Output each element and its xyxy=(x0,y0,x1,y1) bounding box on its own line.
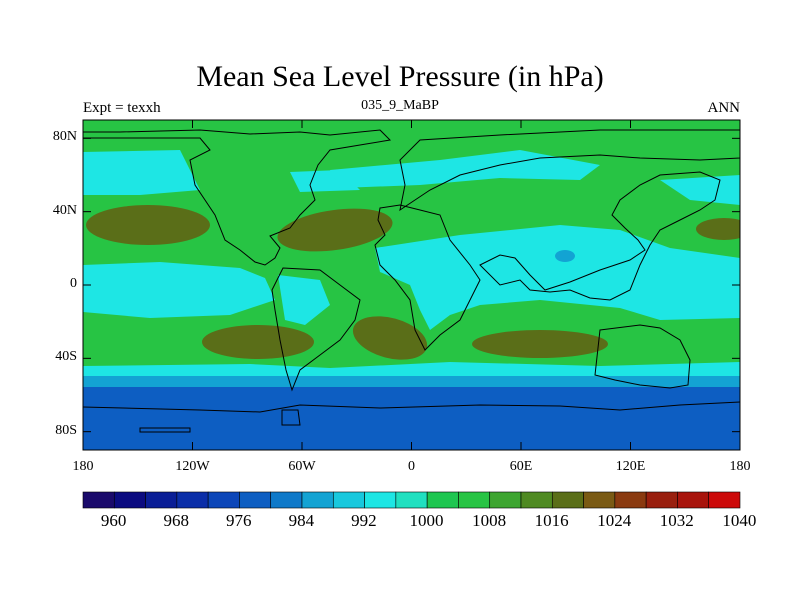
colorbar xyxy=(82,491,741,509)
coastlines xyxy=(83,129,740,433)
colorbar-swatch xyxy=(113,491,146,509)
colorbar-label: 1024 xyxy=(597,511,632,530)
colorbar-label: 1032 xyxy=(659,511,694,530)
x-tick-label: 120E xyxy=(615,459,646,474)
x-tick-label: 180 xyxy=(72,459,94,474)
field-north-pacific-high xyxy=(86,205,210,245)
colorbar-swatch xyxy=(520,491,553,509)
colorbar-swatch xyxy=(426,491,459,509)
field-south-pacific-high xyxy=(202,325,314,359)
colorbar-label: 960 xyxy=(100,511,127,530)
colorbar-label: 984 xyxy=(288,511,315,530)
map-title: Mean Sea Level Pressure (in hPa) xyxy=(196,60,604,93)
experiment-label: Expt = texxh xyxy=(83,100,161,116)
colorbar-swatch xyxy=(677,491,710,509)
field-south-atlantic-high xyxy=(352,316,428,360)
y-tick-label: 80N xyxy=(52,129,77,145)
x-tick-label: 120W xyxy=(175,459,210,474)
colorbar-label: 1000 xyxy=(409,511,444,530)
colorbar-swatch xyxy=(145,491,178,509)
colorbar-swatch xyxy=(82,491,115,509)
field-north-pacific-east-high xyxy=(696,218,740,240)
x-tick-label: 60E xyxy=(509,459,533,474)
field-north-pacific-low xyxy=(83,150,200,195)
field-north-atlantic-high xyxy=(277,208,393,252)
colorbar-swatch xyxy=(489,491,522,509)
colorbar-swatch xyxy=(395,491,428,509)
colorbar-label: 976 xyxy=(226,511,252,530)
field-subpolar-lightblue xyxy=(83,373,740,387)
field-subpolar-cyan xyxy=(83,362,740,376)
y-tick-label: 40S xyxy=(55,349,77,365)
colorbar-swatch xyxy=(583,491,616,509)
axis-ticks xyxy=(82,120,741,450)
field-tropical-indian xyxy=(375,225,740,330)
field-southern-ocean-band xyxy=(83,382,740,450)
period-label: 035_9_MaBP xyxy=(361,98,439,113)
colorbar-swatch xyxy=(332,491,365,509)
colorbar-swatch xyxy=(708,491,741,509)
colorbar-swatch xyxy=(364,491,397,509)
colorbar-swatch xyxy=(458,491,491,509)
colorbar-label: 1008 xyxy=(472,511,507,530)
y-tick-label: 40N xyxy=(52,202,77,218)
colorbar-swatch xyxy=(614,491,647,509)
colorbar-swatch xyxy=(270,491,303,509)
colorbar-swatch xyxy=(207,491,240,509)
x-tick-label: 0 xyxy=(408,459,415,474)
field-east-asia-low xyxy=(660,175,740,205)
colorbar-label: 1040 xyxy=(722,511,757,530)
y-tick-label: 0 xyxy=(70,276,77,291)
season-label: ANN xyxy=(707,100,741,116)
y-tick-label: 80S xyxy=(55,422,77,438)
colorbar-swatch xyxy=(176,491,209,509)
colorbar-swatch xyxy=(239,491,272,509)
x-tick-label: 60W xyxy=(288,459,316,474)
field-south-indian-high xyxy=(472,330,608,358)
colorbar-label: 1016 xyxy=(534,511,569,530)
colorbar-swatch xyxy=(645,491,678,509)
field-south-america-low xyxy=(278,275,330,325)
colorbar-label: 968 xyxy=(163,511,189,530)
colorbar-label: 992 xyxy=(351,511,377,530)
colorbar-swatch xyxy=(551,491,584,509)
x-tick-label: 180 xyxy=(729,459,751,474)
field-tropical-pacific xyxy=(83,262,275,318)
field-indian-small-low xyxy=(555,250,575,262)
colorbar-swatch xyxy=(301,491,334,509)
